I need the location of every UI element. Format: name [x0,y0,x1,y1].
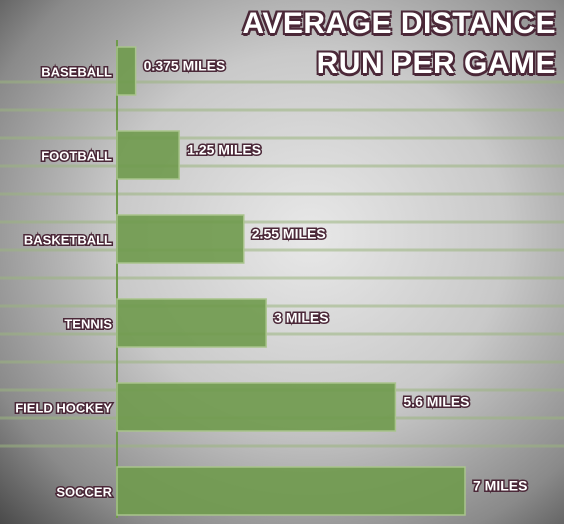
category-label: SOCCER [56,484,112,499]
bar [116,382,397,432]
bar [116,46,137,96]
bar [116,130,180,180]
value-label: 1.25 MILES [187,142,261,158]
category-label: BASEBALL [41,64,112,79]
bar [116,214,245,264]
category-label: BASKETBALL [24,232,112,247]
value-label: 7 MILES [473,478,527,494]
chart-title: AVERAGE DISTANCE RUN PER GAME [242,7,556,80]
category-label: TENNIS [64,316,112,331]
bar [116,298,267,348]
category-label: FOOTBALL [41,148,112,163]
value-label: 0.375 MILES [144,58,226,74]
value-label: 5.6 MILES [403,394,469,410]
bar [116,466,466,516]
value-label: 3 MILES [274,310,328,326]
category-label: FIELD HOCKEY [15,400,112,415]
value-label: 2.55 MILES [252,226,326,242]
